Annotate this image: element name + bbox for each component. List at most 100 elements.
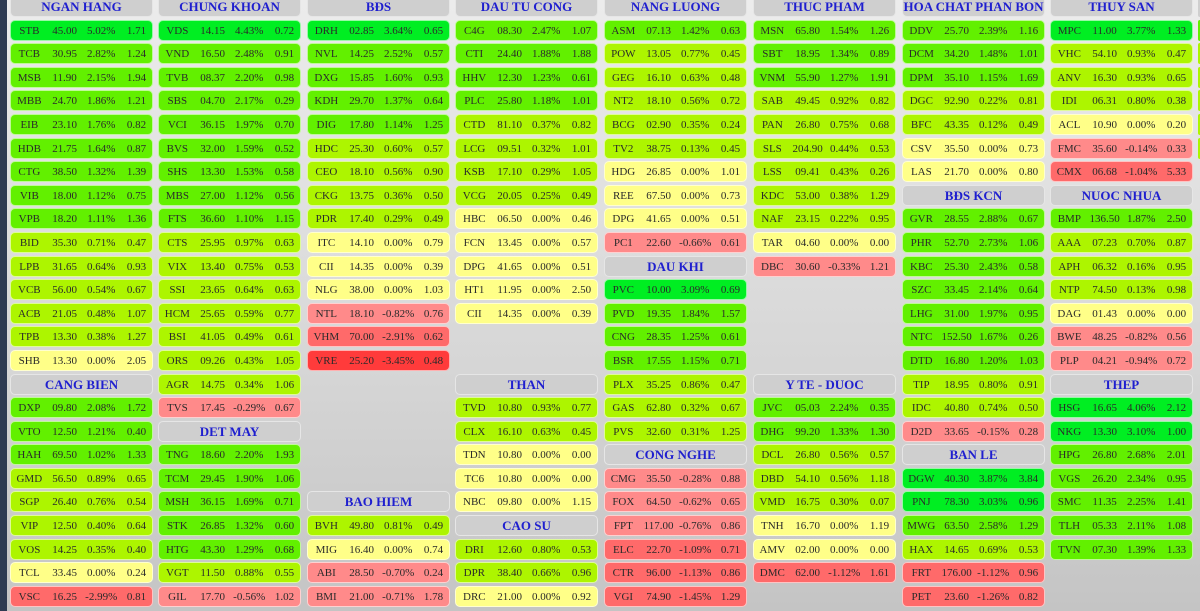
stock-cell[interactable]: VOS 14.25 0.35% 0.40 — [10, 538, 153, 560]
stock-cell[interactable]: FPT 117.00 -0.76% 0.86 — [604, 515, 747, 537]
stock-cell[interactable]: HDG 26.85 0.00% 1.01 — [604, 161, 747, 183]
stock-cell[interactable]: VPB 18.20 1.11% 1.36 — [10, 208, 153, 230]
sector-header[interactable]: BAO HIEM — [307, 491, 450, 513]
stock-cell[interactable]: VIP 12.50 0.40% 0.64 — [10, 515, 153, 537]
stock-cell[interactable]: BVH 49.80 0.81% 0.49 — [307, 515, 450, 537]
sector-header[interactable]: THUY SAN — [1050, 0, 1193, 17]
stock-cell[interactable]: CII 14.35 0.00% 0.39 — [307, 255, 450, 277]
stock-cell[interactable]: TC6 10.80 0.00% 0.00 — [455, 467, 598, 489]
stock-cell[interactable]: VRE 25.20 -3.45% 0.48 — [307, 349, 450, 371]
stock-cell[interactable]: PVS 32.60 0.31% 1.25 — [604, 420, 747, 442]
stock-cell[interactable]: GIL 17.70 -0.56% 1.02 — [158, 585, 301, 607]
sector-header[interactable]: DAU TU CONG — [455, 0, 598, 17]
stock-cell[interactable]: LCG 09.51 0.32% 1.01 — [455, 137, 598, 159]
stock-cell[interactable]: DMC 62.00 -1.12% 1.61 — [753, 562, 896, 584]
stock-cell[interactable]: CNG 28.35 1.25% 0.61 — [604, 326, 747, 348]
stock-cell[interactable]: VSC 16.25 -2.99% 0.81 — [10, 585, 153, 607]
sector-header[interactable]: NANG LUONG — [604, 0, 747, 17]
stock-cell[interactable]: ACB 21.05 0.48% 1.07 — [10, 302, 153, 324]
stock-cell[interactable]: VCG 20.05 0.25% 0.49 — [455, 184, 598, 206]
stock-cell[interactable]: HHV 12.30 1.23% 0.61 — [455, 66, 598, 88]
stock-cell[interactable]: C4G 08.30 2.47% 1.07 — [455, 19, 598, 41]
stock-cell[interactable]: SGP 26.40 0.76% 0.54 — [10, 491, 153, 513]
stock-cell[interactable]: NAF 23.15 0.22% 0.95 — [753, 208, 896, 230]
stock-cell[interactable]: ORS 09.26 0.43% 1.05 — [158, 349, 301, 371]
stock-cell[interactable]: NT2 18.10 0.56% 0.72 — [604, 90, 747, 112]
stock-cell[interactable]: DCM 34.20 1.48% 1.01 — [902, 43, 1045, 65]
stock-cell[interactable]: DGW 40.30 3.87% 3.84 — [902, 467, 1045, 489]
stock-cell[interactable]: GMD 56.50 0.89% 0.65 — [10, 467, 153, 489]
stock-cell[interactable]: BMP 136.50 1.87% 2.50 — [1050, 208, 1193, 230]
stock-cell[interactable]: HDB 21.75 1.64% 0.87 — [10, 137, 153, 159]
stock-cell[interactable]: VCB 56.00 0.54% 0.67 — [10, 279, 153, 301]
stock-cell[interactable]: POW 13.05 0.77% 0.45 — [604, 43, 747, 65]
stock-cell[interactable]: DGC 92.90 0.22% 0.81 — [902, 90, 1045, 112]
stock-cell[interactable]: SSI 23.65 0.64% 0.63 — [158, 279, 301, 301]
sector-header[interactable]: NGAN HANG — [10, 0, 153, 17]
stock-cell[interactable]: VNM 55.90 1.27% 1.91 — [753, 66, 896, 88]
stock-cell[interactable]: TVN 07.30 1.39% 1.33 — [1050, 538, 1193, 560]
stock-cell[interactable]: TLH 05.33 2.11% 1.08 — [1050, 515, 1193, 537]
stock-cell[interactable]: BVS 32.00 1.59% 0.52 — [158, 137, 301, 159]
stock-cell[interactable]: ELC 22.70 -1.09% 0.71 — [604, 538, 747, 560]
stock-cell[interactable]: TNG 18.60 2.20% 1.93 — [158, 444, 301, 466]
stock-cell[interactable]: VGT 11.50 0.88% 0.55 — [158, 562, 301, 584]
stock-cell[interactable]: MBB 24.70 1.86% 1.21 — [10, 90, 153, 112]
stock-cell[interactable]: AMV 02.00 0.00% 0.00 — [753, 538, 896, 560]
stock-cell[interactable]: TV2 38.75 0.13% 0.45 — [604, 137, 747, 159]
stock-cell[interactable]: MSB 11.90 2.15% 1.94 — [10, 66, 153, 88]
stock-cell[interactable]: PC1 22.60 -0.66% 0.61 — [604, 231, 747, 253]
stock-cell[interactable]: GEG 16.10 0.63% 0.48 — [604, 66, 747, 88]
stock-cell[interactable]: FRT 176.00 -1.12% 0.96 — [902, 562, 1045, 584]
stock-cell[interactable]: VGS 26.20 2.34% 0.95 — [1050, 467, 1193, 489]
stock-cell[interactable]: BCG 02.90 0.35% 0.24 — [604, 113, 747, 135]
stock-cell[interactable]: DIG 17.80 1.14% 1.25 — [307, 113, 450, 135]
stock-cell[interactable]: DDV 25.70 2.39% 1.16 — [902, 19, 1045, 41]
stock-cell[interactable]: GAS 62.80 0.32% 0.67 — [604, 397, 747, 419]
stock-cell[interactable]: HAX 14.65 0.69% 0.53 — [902, 538, 1045, 560]
stock-cell[interactable]: PVC 10.00 3.09% 0.69 — [604, 279, 747, 301]
stock-cell[interactable]: DTD 16.80 1.20% 1.03 — [902, 349, 1045, 371]
stock-cell[interactable]: JVC 05.03 2.24% 0.35 — [753, 397, 896, 419]
stock-cell[interactable]: CTI 24.40 1.88% 1.88 — [455, 43, 598, 65]
stock-cell[interactable]: FMC 35.60 -0.14% 0.33 — [1050, 137, 1193, 159]
stock-cell[interactable]: ASM 07.13 1.42% 0.63 — [604, 19, 747, 41]
sector-header[interactable]: BAN LE — [902, 444, 1045, 466]
sector-header[interactable]: CANG BIEN — [10, 373, 153, 395]
stock-cell[interactable]: VDS 14.15 4.43% 0.72 — [158, 19, 301, 41]
stock-cell[interactable]: PVD 19.35 1.84% 1.57 — [604, 302, 747, 324]
sector-header[interactable]: THEP — [1050, 373, 1193, 395]
stock-cell[interactable]: LHG 31.00 1.97% 0.95 — [902, 302, 1045, 324]
stock-cell[interactable]: DHG 99.20 1.33% 1.30 — [753, 420, 896, 442]
stock-cell[interactable]: HT1 11.95 0.00% 2.50 — [455, 279, 598, 301]
stock-cell[interactable]: SBS 04.70 2.17% 0.29 — [158, 90, 301, 112]
stock-cell[interactable]: VGI 74.90 -1.45% 1.29 — [604, 585, 747, 607]
stock-cell[interactable]: MSH 36.15 1.69% 0.71 — [158, 491, 301, 513]
stock-cell[interactable]: DPG 41.65 0.00% 0.51 — [604, 208, 747, 230]
stock-cell[interactable]: VMD 16.75 0.30% 0.07 — [753, 491, 896, 513]
stock-cell[interactable]: NTP 74.50 0.13% 0.98 — [1050, 279, 1193, 301]
stock-cell[interactable]: STB 45.00 5.02% 1.71 — [10, 19, 153, 41]
stock-cell[interactable]: CSV 35.50 0.00% 0.73 — [902, 137, 1045, 159]
stock-cell[interactable]: TPB 13.30 0.38% 1.27 — [10, 326, 153, 348]
stock-cell[interactable]: LPB 31.65 0.64% 0.93 — [10, 255, 153, 277]
stock-cell[interactable]: FTS 36.60 1.10% 1.15 — [158, 208, 301, 230]
stock-cell[interactable]: DXG 15.85 1.60% 0.93 — [307, 66, 450, 88]
stock-cell[interactable]: PLX 35.25 0.86% 0.47 — [604, 373, 747, 395]
stock-cell[interactable]: SLS 204.90 0.44% 0.53 — [753, 137, 896, 159]
stock-cell[interactable]: MBS 27.00 1.12% 0.56 — [158, 184, 301, 206]
stock-cell[interactable]: VIB 18.00 1.12% 0.75 — [10, 184, 153, 206]
stock-cell[interactable]: STK 26.85 1.32% 0.60 — [158, 515, 301, 537]
stock-cell[interactable]: EIB 23.10 1.76% 0.82 — [10, 113, 153, 135]
stock-cell[interactable]: VTO 12.50 1.21% 0.40 — [10, 420, 153, 442]
sector-header[interactable]: BĐS KCN — [902, 184, 1045, 206]
stock-cell[interactable]: DBC 30.60 -0.33% 1.21 — [753, 255, 896, 277]
stock-cell[interactable]: NVL 14.25 2.52% 0.57 — [307, 43, 450, 65]
sector-header[interactable]: Y TE - DUOC — [753, 373, 896, 395]
stock-cell[interactable]: FCN 13.45 0.00% 0.57 — [455, 231, 598, 253]
sector-header[interactable]: THAN — [455, 373, 598, 395]
stock-cell[interactable]: FOX 64.50 -0.62% 0.65 — [604, 491, 747, 513]
stock-cell[interactable]: CTS 25.95 0.97% 0.63 — [158, 231, 301, 253]
stock-cell[interactable]: MIG 16.40 0.00% 0.74 — [307, 538, 450, 560]
stock-cell[interactable]: APH 06.32 0.16% 0.95 — [1050, 255, 1193, 277]
